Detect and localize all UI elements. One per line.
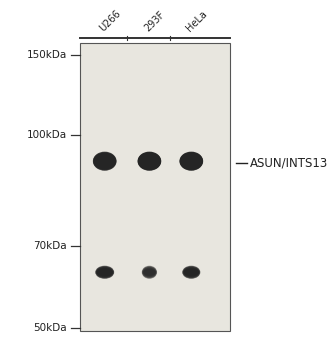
Ellipse shape [96,267,113,278]
Ellipse shape [180,153,202,169]
Ellipse shape [185,269,198,275]
Ellipse shape [94,153,116,169]
Ellipse shape [179,152,203,171]
Ellipse shape [183,267,199,277]
Ellipse shape [95,266,114,279]
Ellipse shape [138,153,161,169]
Ellipse shape [139,154,160,168]
Ellipse shape [181,154,202,169]
Ellipse shape [182,266,201,279]
Ellipse shape [182,156,201,166]
Ellipse shape [143,268,156,277]
Ellipse shape [182,156,201,167]
Ellipse shape [183,266,200,278]
Ellipse shape [98,269,112,275]
Ellipse shape [142,266,157,278]
Ellipse shape [184,268,199,276]
Ellipse shape [97,269,112,275]
Text: U266: U266 [98,9,123,34]
Ellipse shape [93,152,116,170]
Ellipse shape [137,152,161,171]
Text: 293F: 293F [142,10,166,34]
Ellipse shape [142,267,156,278]
Ellipse shape [139,154,160,168]
Text: 150kDa: 150kDa [27,50,67,60]
Ellipse shape [96,266,114,278]
Ellipse shape [182,266,200,279]
Ellipse shape [97,268,113,276]
Ellipse shape [138,152,161,170]
Ellipse shape [95,155,115,167]
Ellipse shape [184,268,199,276]
Ellipse shape [180,153,203,170]
Text: 100kDa: 100kDa [27,130,67,140]
Ellipse shape [140,156,159,166]
Ellipse shape [97,269,112,276]
Ellipse shape [139,155,159,168]
Ellipse shape [184,269,199,276]
Bar [80,43,230,331]
Ellipse shape [143,269,155,275]
Ellipse shape [95,156,114,166]
Ellipse shape [97,268,113,277]
Ellipse shape [182,155,201,167]
Ellipse shape [94,153,116,169]
Ellipse shape [183,267,200,278]
Ellipse shape [184,269,198,275]
Ellipse shape [138,153,161,170]
Ellipse shape [143,268,156,276]
Ellipse shape [140,156,159,167]
Ellipse shape [97,268,113,277]
Ellipse shape [182,156,201,166]
Ellipse shape [142,267,156,278]
Ellipse shape [96,267,113,277]
Ellipse shape [93,153,116,170]
Text: HeLa: HeLa [184,9,209,34]
Ellipse shape [142,266,157,278]
Text: 50kDa: 50kDa [34,323,67,334]
Ellipse shape [180,153,203,169]
Ellipse shape [183,266,200,278]
Ellipse shape [96,266,114,278]
Ellipse shape [93,152,117,171]
Text: 70kDa: 70kDa [34,241,67,251]
Ellipse shape [96,267,114,278]
Ellipse shape [181,154,202,168]
Ellipse shape [139,154,160,169]
Ellipse shape [142,266,157,279]
Ellipse shape [96,157,114,166]
Ellipse shape [182,157,200,166]
Ellipse shape [183,267,200,278]
Ellipse shape [142,266,157,279]
Ellipse shape [94,154,116,169]
Ellipse shape [184,268,199,277]
Ellipse shape [180,152,203,170]
Ellipse shape [181,154,202,168]
Ellipse shape [94,154,115,168]
Ellipse shape [95,266,114,279]
Ellipse shape [143,268,156,277]
Ellipse shape [181,155,201,168]
Ellipse shape [143,268,156,276]
Ellipse shape [95,156,114,167]
Ellipse shape [139,155,159,167]
Ellipse shape [94,154,115,168]
Text: ASUN/INTS13: ASUN/INTS13 [250,156,328,169]
Ellipse shape [140,156,159,166]
Ellipse shape [143,267,156,277]
Ellipse shape [140,157,158,166]
Ellipse shape [138,153,160,169]
Ellipse shape [95,155,115,168]
Ellipse shape [143,269,155,276]
Ellipse shape [96,156,114,166]
Ellipse shape [97,268,113,276]
Ellipse shape [184,268,199,277]
